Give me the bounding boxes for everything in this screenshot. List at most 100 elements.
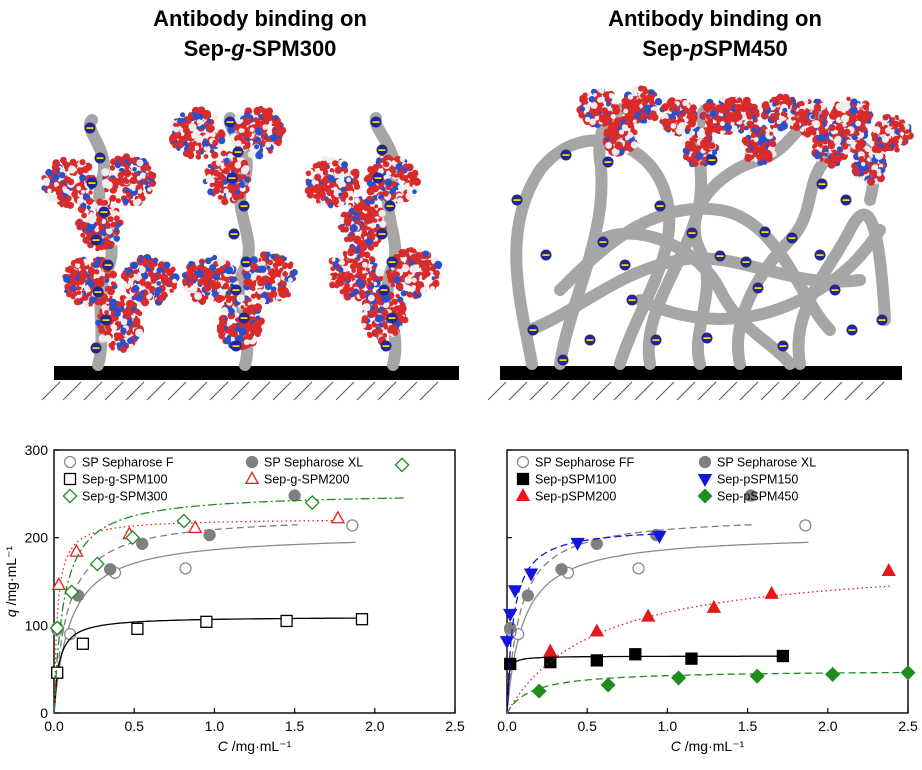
data-point [89,556,105,572]
left-illustration-title: Antibody binding on Sep-g-SPM300 [90,4,430,64]
legend-marker [516,472,530,486]
antibody-lobe [741,124,777,166]
data-series [51,489,301,714]
negative-charge-icon [840,194,852,206]
negative-charge-icon [386,312,398,324]
antibody-molecule [827,113,914,186]
data-point [63,627,77,641]
legend-marker [516,455,530,469]
data-point [503,608,518,622]
data-series [49,457,410,714]
data-point [176,513,192,529]
data-point [555,563,568,576]
data-point [346,519,359,532]
negative-charge-icon [94,152,106,164]
data-point [825,666,841,682]
right-title-line2: Sep-pSPM450 [642,36,788,61]
negative-charge-icon [759,226,771,238]
legend-label: Sep-pSPM200 [535,490,616,504]
fit-curve [53,617,366,714]
data-series [499,530,667,714]
left-title-line1: Antibody binding on [153,6,367,31]
legend-label: Sep-pSPM150 [717,473,798,487]
x-tick-label: 0.5 [577,718,597,734]
x-axis-label: C /mg·mL⁻¹ [218,738,292,754]
plot-frame [506,449,909,714]
data-series [506,665,916,714]
y-axis-label: q /mg·mL⁻¹ [3,546,19,618]
legend: SP Sepharose FF SP Sepharose XL Sep-pSPM10… [515,455,816,504]
isotherm-chart-right: 0.0 0.5 1.0 1.5 2.0 2.5 C /mg·mL⁻¹ SP Sepharose… [497,449,918,754]
antibody-molecule [61,254,180,353]
data-point [179,562,192,575]
antibody-molecule [304,154,421,252]
negative-charge-icon [376,144,388,156]
polymer-chain [688,104,826,370]
negative-charge-icon [597,236,609,248]
negative-charge-icon [238,200,250,212]
negative-charge-icon [511,194,523,206]
data-point [188,520,203,534]
data-point [589,623,604,637]
legend-marker [245,455,259,469]
fit-curve [506,524,754,714]
antibody-lobe [304,155,361,209]
antibody-lobe [101,153,157,207]
x-tick-label: 2.0 [365,718,385,734]
y-tick-label: 200 [25,530,49,546]
legend-marker [515,488,531,502]
data-point [570,537,585,551]
x-axis-label: C /mg·mL⁻¹ [671,738,745,754]
legend-marker [697,473,713,487]
polymer-chain [792,208,891,370]
right-illustration-title: Antibody binding on Sep-pSPM450 [520,4,910,64]
data-point [330,510,346,524]
antibody-lobe [61,256,118,308]
data-point [76,637,90,650]
negative-charge-icon [540,249,552,261]
antibody-lobe [871,113,914,153]
negative-charge-icon [816,178,828,190]
data-point [288,489,301,502]
data-point [394,457,410,473]
antibody-lobe [241,251,298,305]
data-point [103,563,117,576]
data-series [504,519,812,714]
data-series [51,613,369,714]
negative-charge-icon [654,200,666,212]
legend-marker [698,455,712,469]
legend: SP Sepharose F SP Sepharose XL Sep-g-SPM10… [62,455,363,504]
data-point [652,530,667,544]
data-point [504,657,517,671]
antibody-lobe [851,145,888,186]
x-tick-label: 1.5 [738,718,758,734]
legend-marker [62,488,78,504]
negative-charge-icon [230,284,242,296]
antibody-lobe [182,254,239,306]
antibody-lobe [602,115,639,157]
data-point [523,568,539,582]
negative-charge-icon [226,172,238,184]
data-point [749,668,765,684]
negative-charge-icon [84,122,96,134]
negative-charge-icon [829,284,841,296]
data-point [685,652,698,665]
isotherm-chart-left: 0.0 0.5 1.0 1.5 2.0 2.5 0 100 200 300 C /mg·mL⁻¹ q … [3,442,465,754]
negative-charge-icon [376,228,388,240]
legend-label: SP Sepharose XL [264,456,363,470]
negative-charge-icon [228,228,240,240]
y-tick-label: 300 [25,442,49,458]
negative-charge-icon [714,250,726,262]
x-tick-label: 1.5 [285,718,305,734]
negative-charge-icon [557,354,569,366]
legend-label: Sep-g-SPM200 [264,473,350,487]
antibody-molecule [718,93,803,166]
legend-label: SP Sepharose FF [535,456,634,470]
negative-charge-icon [378,284,390,296]
negative-charge-icon [98,206,110,218]
x-tick-label: 0.0 [497,718,517,734]
antibody-molecule [576,85,663,157]
plot-frame [53,449,456,714]
data-point [799,519,812,532]
fit-curve [53,497,406,714]
